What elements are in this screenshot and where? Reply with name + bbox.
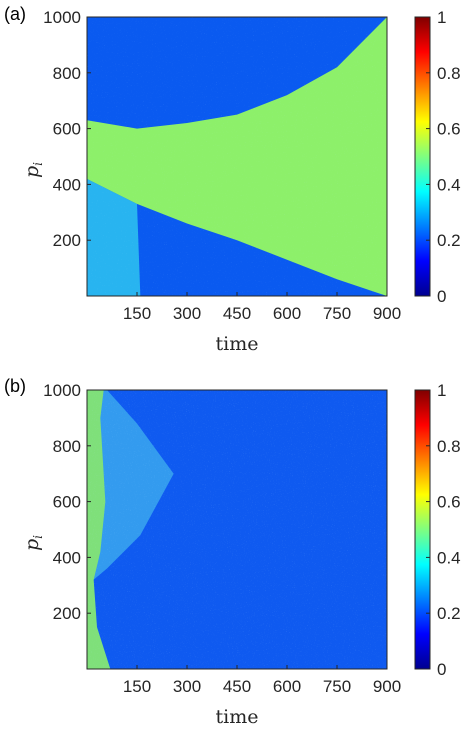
colorbar-b	[414, 389, 431, 670]
heatmap-a-noise	[87, 17, 387, 296]
x-tick-label-a: 900	[373, 304, 401, 323]
y-tick-label-a: 400	[53, 175, 81, 194]
x-tick-label-b: 150	[123, 677, 151, 696]
panel-label-a: (a)	[4, 4, 26, 24]
y-axis-label-b-main: p	[21, 539, 43, 551]
x-tick-label-a: 750	[323, 304, 351, 323]
colorbar-tick-label-a: 1	[437, 8, 446, 27]
axes-b-ticks: 150 300 450 600 750 900 200 400 600 800 1000	[43, 381, 401, 696]
y-axis-label-b: pi	[21, 535, 45, 551]
panel-label-b: (b)	[4, 376, 26, 396]
heatmap-a	[87, 17, 387, 296]
y-tick-label-a: 200	[53, 231, 81, 250]
colorbar-tick-label-b: 0.6	[437, 493, 461, 512]
y-axis-label-b-subscript: i	[31, 535, 45, 539]
colorbar-tick-label-a: 0.4	[437, 175, 461, 194]
colorbar-a-ticks: 0 0.2 0.4 0.6 0.8 1	[426, 8, 461, 306]
y-axis-label-a-subscript: i	[31, 162, 45, 166]
y-axis-label-a-main: p	[21, 166, 43, 178]
colorbar-tick-label-b: 1	[437, 381, 446, 400]
x-tick-label-a: 600	[273, 304, 301, 323]
y-axis-label-a: pi	[21, 162, 45, 178]
x-tick-label-a: 300	[173, 304, 201, 323]
x-tick-label-b: 750	[323, 677, 351, 696]
colorbar-tick-label-a: 0.2	[437, 231, 461, 250]
y-tick-label-a: 600	[53, 120, 81, 139]
colorbar-tick-label-a: 0.6	[437, 120, 461, 139]
y-tick-label-b: 1000	[43, 381, 81, 400]
x-axis-label-b: time	[216, 706, 259, 728]
y-tick-label-b: 800	[53, 437, 81, 456]
colorbar-b-ticks: 0 0.2 0.4 0.6 0.8 1	[426, 381, 461, 679]
colorbar-tick-label-a: 0.8	[437, 64, 461, 83]
x-tick-label-b: 600	[273, 677, 301, 696]
y-tick-label-b: 200	[53, 604, 81, 623]
x-tick-label-b: 300	[173, 677, 201, 696]
y-tick-label-a: 800	[53, 64, 81, 83]
colorbar-tick-label-b: 0.2	[437, 604, 461, 623]
colorbar-tick-label-b: 0.8	[437, 437, 461, 456]
x-axis-label-a: time	[216, 333, 259, 355]
colorbar-tick-label-b: 0	[437, 660, 446, 679]
y-tick-label-b: 600	[53, 493, 81, 512]
y-tick-label-a: 1000	[43, 8, 81, 27]
colorbar-a	[414, 16, 431, 297]
colorbar-tick-label-b: 0.4	[437, 548, 461, 567]
x-tick-label-b: 450	[223, 677, 251, 696]
x-tick-label-b: 900	[373, 677, 401, 696]
heatmap-b-noise	[87, 390, 387, 669]
x-tick-label-a: 150	[123, 304, 151, 323]
x-tick-label-a: 450	[223, 304, 251, 323]
colorbar-tick-label-a: 0	[437, 287, 446, 306]
heatmap-b	[87, 390, 387, 669]
y-tick-label-b: 400	[53, 548, 81, 567]
axes-a-ticks: 150 300 450 600 750 900 200 400 600 800 1000	[43, 8, 401, 323]
